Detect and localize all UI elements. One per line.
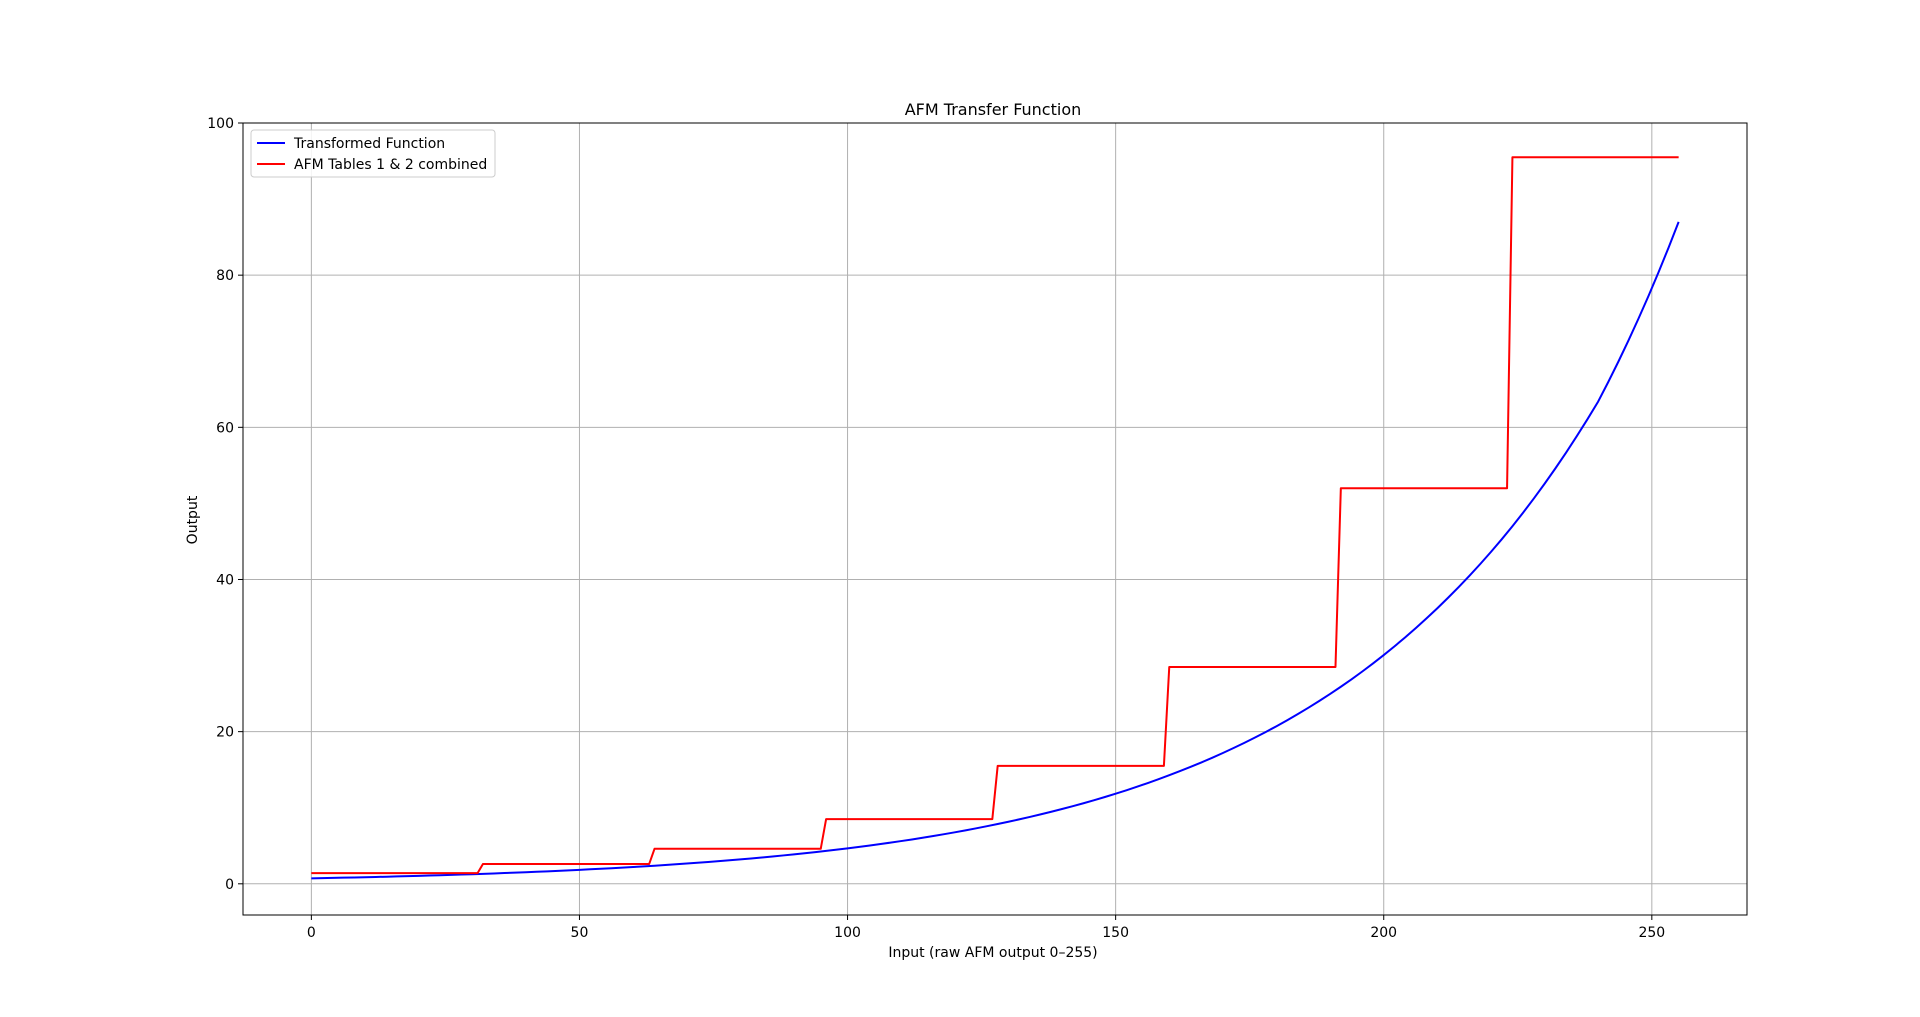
y-tick-label: 20 [216, 725, 234, 741]
y-tick-label: 0 [225, 877, 234, 893]
legend-label: AFM Tables 1 & 2 combined [294, 157, 487, 173]
x-axis-ticks: 0 50 100 150 200 250 [307, 915, 1665, 941]
x-tick-label: 250 [1638, 925, 1665, 941]
x-tick-label: 100 [834, 925, 861, 941]
x-tick-label: 150 [1102, 925, 1129, 941]
x-tick-label: 200 [1370, 925, 1397, 941]
x-tick-label: 50 [571, 925, 589, 941]
plot-frame [242, 122, 1748, 916]
x-axis-label: Input (raw AFM output 0–255) [888, 945, 1097, 961]
y-tick-label: 80 [216, 268, 234, 284]
chart-title: AFM Transfer Function [905, 100, 1082, 119]
y-tick-label: 60 [216, 420, 234, 436]
series-line-afm-tables [311, 156, 1679, 875]
series-line-transformed-function [311, 221, 1680, 880]
x-tick-label: 0 [307, 925, 316, 941]
series-layer [311, 156, 1680, 880]
legend: Transformed Function AFM Tables 1 & 2 com… [250, 129, 496, 178]
legend-box [250, 129, 496, 178]
legend-label: Transformed Function [293, 136, 445, 152]
grid-lines [243, 122, 1747, 915]
y-tick-label: 100 [207, 116, 234, 132]
y-axis-label: Output [185, 495, 201, 544]
y-axis-ticks: 0 20 40 60 80 100 [207, 116, 243, 893]
y-tick-label: 40 [216, 572, 234, 588]
